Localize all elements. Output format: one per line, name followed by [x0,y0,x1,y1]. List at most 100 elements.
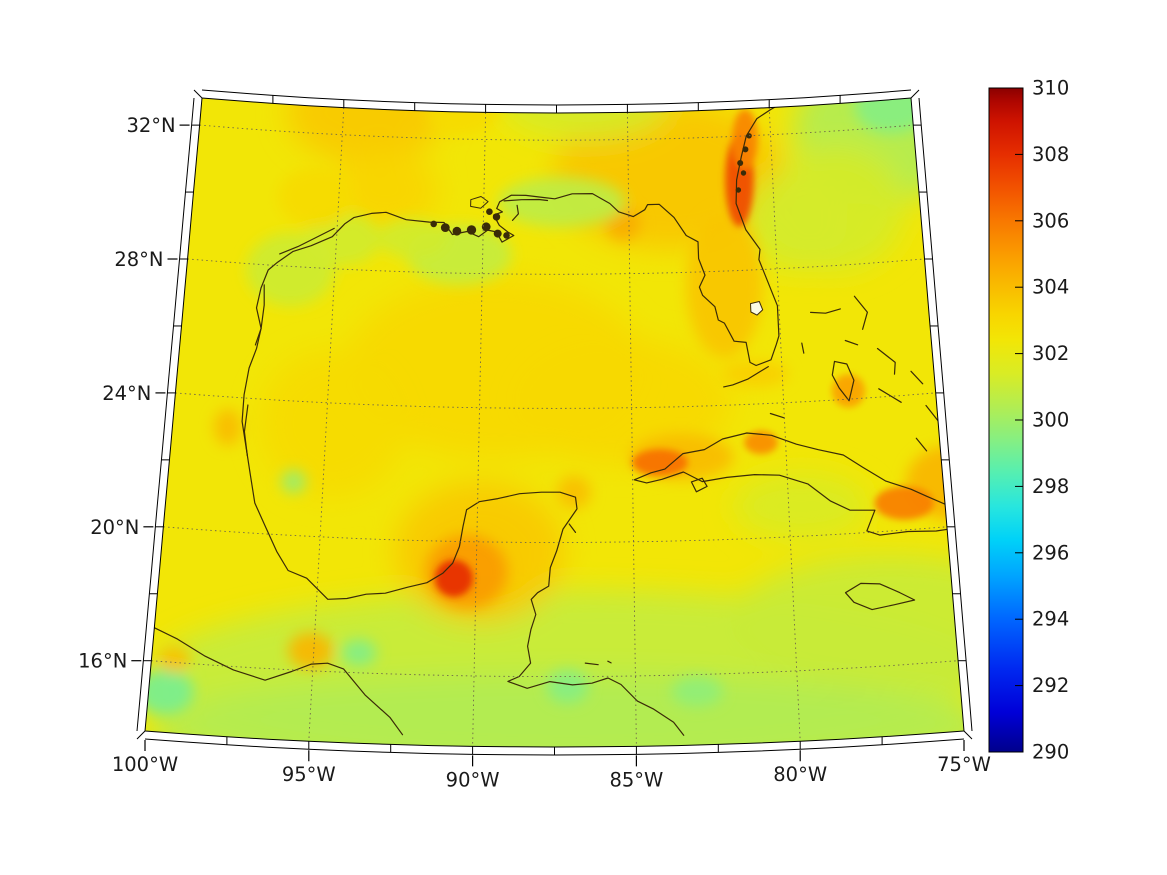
lon-tick-label-95: 95°W [282,763,336,786]
coastline-jamaica [844,582,916,611]
heat-blob [158,645,191,673]
frame-corner-cap [193,89,203,99]
heat-blob [277,167,354,228]
graticule [151,107,959,747]
lake-okeechobee [750,301,764,316]
coastline-cozumel [568,523,577,533]
heat-blob [854,98,929,134]
heat-blob [546,669,589,704]
heat-blob [214,408,242,446]
heat-blob [744,430,778,455]
heat-blob [426,98,500,136]
coastline-mississippi-barrier [503,198,549,202]
heat-blob [259,349,406,497]
axis-labels: 32°N 28°N 24°N 20°N 16°N 100°W 95°W 90°W 85°W 80°… [78,114,991,791]
coastline-cuba [633,432,964,536]
coastline-grand-bahama [810,308,841,314]
marsh-patch [481,222,491,232]
heat-blob [513,337,732,465]
coastline-tamaulipas-lagoon [243,404,249,456]
colorbar-tick-label-310: 310 [1032,77,1069,100]
lat-tick-label-28: 28°N [114,248,163,271]
gridline-lat-16 [151,660,959,678]
heat-blob [146,673,964,747]
marsh-patch [466,225,477,235]
coastline-cay-sal [769,412,785,419]
marsh-patch [493,229,502,238]
colorbar-tick-label-292: 292 [1032,674,1069,697]
marsh-patch [430,220,438,228]
heat-blob [341,639,377,667]
heat-field [145,98,964,747]
heat-blob [732,472,870,540]
map-frame [131,89,973,767]
lat-tick-label-24: 24°N [102,382,151,405]
heat-blob [686,210,763,359]
lon-tick-label-90: 90°W [446,768,500,791]
marsh-patch [452,226,462,236]
coastline-chandeleur-islands [511,204,519,221]
gridline-lat-24 [175,392,936,409]
coastline-exuma-chain [878,388,902,403]
lat-tick-label-32: 32°N [126,114,175,137]
gridline-lat-20 [163,526,947,543]
heat-blob [831,374,866,408]
marsh-patch [735,187,742,193]
lake-pontchartrain [470,196,489,209]
heat-blob [145,668,195,716]
coastline-long-island-bahamas [925,404,941,424]
gridline-lat-28 [187,258,925,275]
heat-blob [742,170,848,271]
colorbar-tick-label-300: 300 [1032,409,1069,432]
marsh-patch [440,223,450,233]
coastline-berry-islands [844,339,859,346]
marsh-patch [486,208,493,215]
heat-blob-group-sharp [434,109,934,597]
heat-blob [499,98,670,140]
heat-blob [632,449,688,476]
coastline-bimini [801,342,805,354]
marsh-patch [740,170,747,176]
heat-blob [556,475,591,509]
heat-blob [286,98,446,163]
coastline-guanaja [607,660,612,664]
marsh-patch [503,232,510,239]
lon-tick-label-85: 85°W [609,768,663,791]
heat-blob [333,150,438,231]
heat-blob [730,554,964,689]
coastline-texas-barrier [279,227,335,255]
colorbar-tick-label-308: 308 [1032,143,1069,166]
coastline-florida-keys [723,366,769,388]
frame-corner-cap [136,730,146,740]
frame-corner-cap [963,730,973,740]
coastline-andros [831,360,855,402]
lon-tick-label-80: 80°W [773,763,827,786]
coastlines [145,103,964,736]
coastline-pacific-coast-mexico [145,622,404,736]
colorbar-tick-label-296: 296 [1032,541,1069,564]
colorbar-tick-label-290: 290 [1032,741,1069,764]
heat-blob [671,676,724,707]
heat-blob [377,218,448,259]
lon-tick-label-75: 75°W [937,753,991,776]
heat-blob [721,360,789,388]
heat-blob [498,177,626,228]
lat-tick-label-20: 20°N [90,516,139,539]
colorbar-tick-label-294: 294 [1032,608,1069,631]
coastline-laguna-madre-barrier [254,284,265,346]
coastline-atlantic-gulf-mexico-coast [241,103,781,736]
colorbar-tick-label-298: 298 [1032,475,1069,498]
marsh-patch [492,213,501,221]
coastline-ragged-island-chain [915,437,928,452]
heat-blob [288,632,334,669]
coastline-abaco [853,295,868,330]
heat-blob [874,486,934,520]
colorbar-tick-label-302: 302 [1032,342,1069,365]
frame-corner-cap [910,89,920,99]
gridline-lat-32 [199,124,914,141]
coastline-eleuthera [876,347,896,375]
marsh-patch [742,146,749,153]
coastline-isla-juventud [690,477,708,493]
